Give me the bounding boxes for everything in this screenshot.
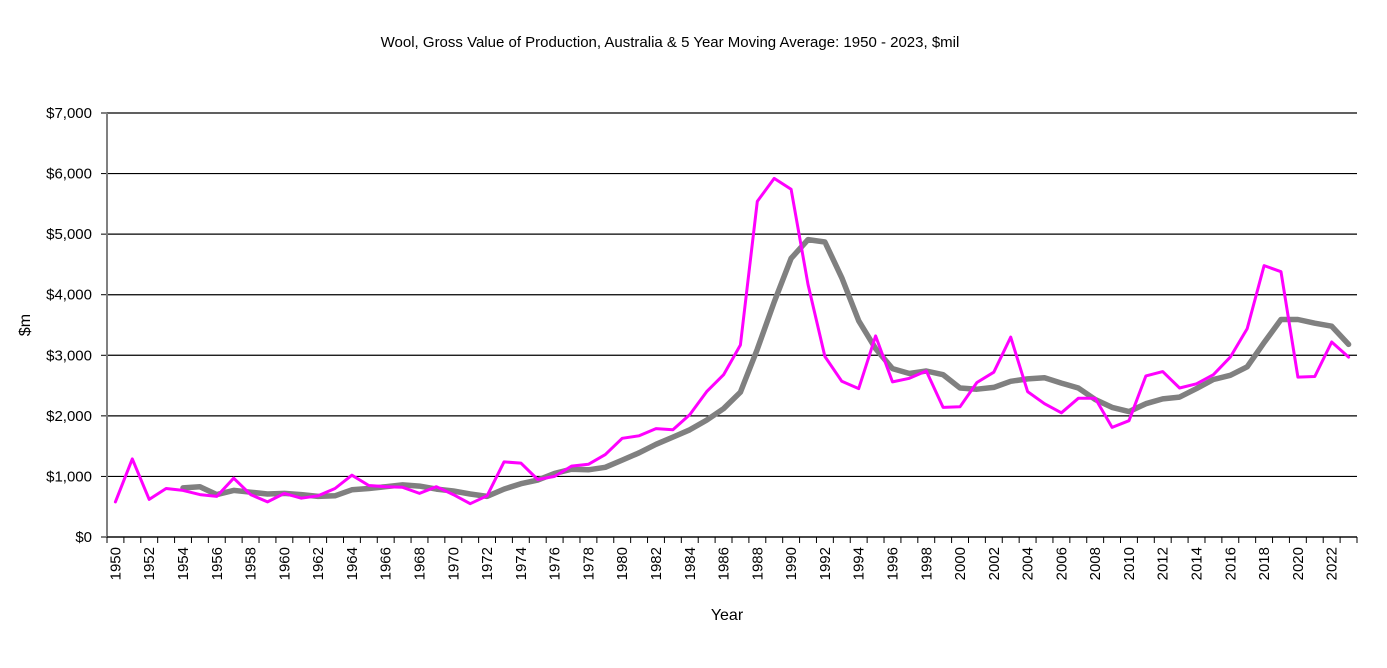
x-tick-label: 1992 bbox=[817, 547, 834, 580]
x-tick-label: 1964 bbox=[344, 547, 361, 580]
x-tick-label: 1974 bbox=[513, 547, 530, 580]
y-tick-label: $7,000 bbox=[46, 105, 92, 122]
y-tick-label: $3,000 bbox=[46, 347, 92, 364]
x-tick-label: 2016 bbox=[1222, 547, 1239, 580]
x-tick-label: 1968 bbox=[412, 547, 429, 580]
x-tick-label: 2004 bbox=[1020, 547, 1037, 580]
x-axis-title: Year bbox=[711, 607, 744, 624]
x-tick-label: 2010 bbox=[1121, 547, 1138, 580]
series-line-gross-value bbox=[113, 176, 1351, 506]
x-tick-label: 1958 bbox=[243, 547, 260, 580]
y-tick-label: $4,000 bbox=[46, 287, 92, 304]
x-tick-label: 1952 bbox=[141, 547, 158, 580]
x-tick-label: 1950 bbox=[107, 547, 124, 580]
y-tick-label: $6,000 bbox=[46, 166, 92, 183]
x-tick-label: 1966 bbox=[378, 547, 395, 580]
x-tick-label: 1972 bbox=[479, 547, 496, 580]
x-tick-label: 1986 bbox=[716, 547, 733, 580]
x-tick-label: 1956 bbox=[209, 547, 226, 580]
x-tick-label: 2014 bbox=[1189, 547, 1206, 580]
x-tick-label: 1982 bbox=[648, 547, 665, 580]
series-line-moving-average bbox=[180, 236, 1352, 500]
gridlines bbox=[107, 112, 1357, 538]
x-tick-label: 1980 bbox=[614, 547, 631, 580]
x-tick-label: 2020 bbox=[1290, 547, 1307, 580]
x-tick-label: 2002 bbox=[986, 547, 1003, 580]
y-axis: $0 $1,000 $2,000 $3,000 $4,000 $5,000 $6,000 $7… bbox=[46, 105, 108, 546]
chart-title: Wool, Gross Value of Production, Austral… bbox=[381, 34, 960, 51]
y-axis-title: $m bbox=[17, 314, 34, 336]
x-tick-label: 1954 bbox=[175, 547, 192, 580]
x-tick-label: 1994 bbox=[851, 547, 868, 580]
x-axis: 1950 1952 1954 1956 1958 1960 1962 1964 1966 1968… bbox=[106, 536, 1358, 580]
y-tick-label: $0 bbox=[75, 529, 92, 546]
y-tick-label: $2,000 bbox=[46, 408, 92, 425]
x-tick-label: 2006 bbox=[1053, 547, 1070, 580]
x-tick-label: 1990 bbox=[783, 547, 800, 580]
x-tick-label: 1998 bbox=[918, 547, 935, 580]
x-tick-label: 1988 bbox=[749, 547, 766, 580]
x-tick-label: 1978 bbox=[580, 547, 597, 580]
y-tick-label: $5,000 bbox=[46, 226, 92, 243]
x-tick-label: 2022 bbox=[1324, 547, 1341, 580]
x-tick-label: 1970 bbox=[445, 547, 462, 580]
x-tick-label: 2012 bbox=[1155, 547, 1172, 580]
x-tick-label: 2018 bbox=[1256, 547, 1273, 580]
x-tick-label: 2008 bbox=[1087, 547, 1104, 580]
x-tick-label: 1984 bbox=[682, 547, 699, 580]
x-tick-label: 2000 bbox=[952, 547, 969, 580]
x-tick-label: 1996 bbox=[884, 547, 901, 580]
x-tick-label: 1962 bbox=[310, 547, 327, 580]
series-lines bbox=[113, 176, 1352, 506]
x-tick-label: 1976 bbox=[547, 547, 564, 580]
y-tick-label: $1,000 bbox=[46, 468, 92, 485]
x-tick-label: 1960 bbox=[276, 547, 293, 580]
